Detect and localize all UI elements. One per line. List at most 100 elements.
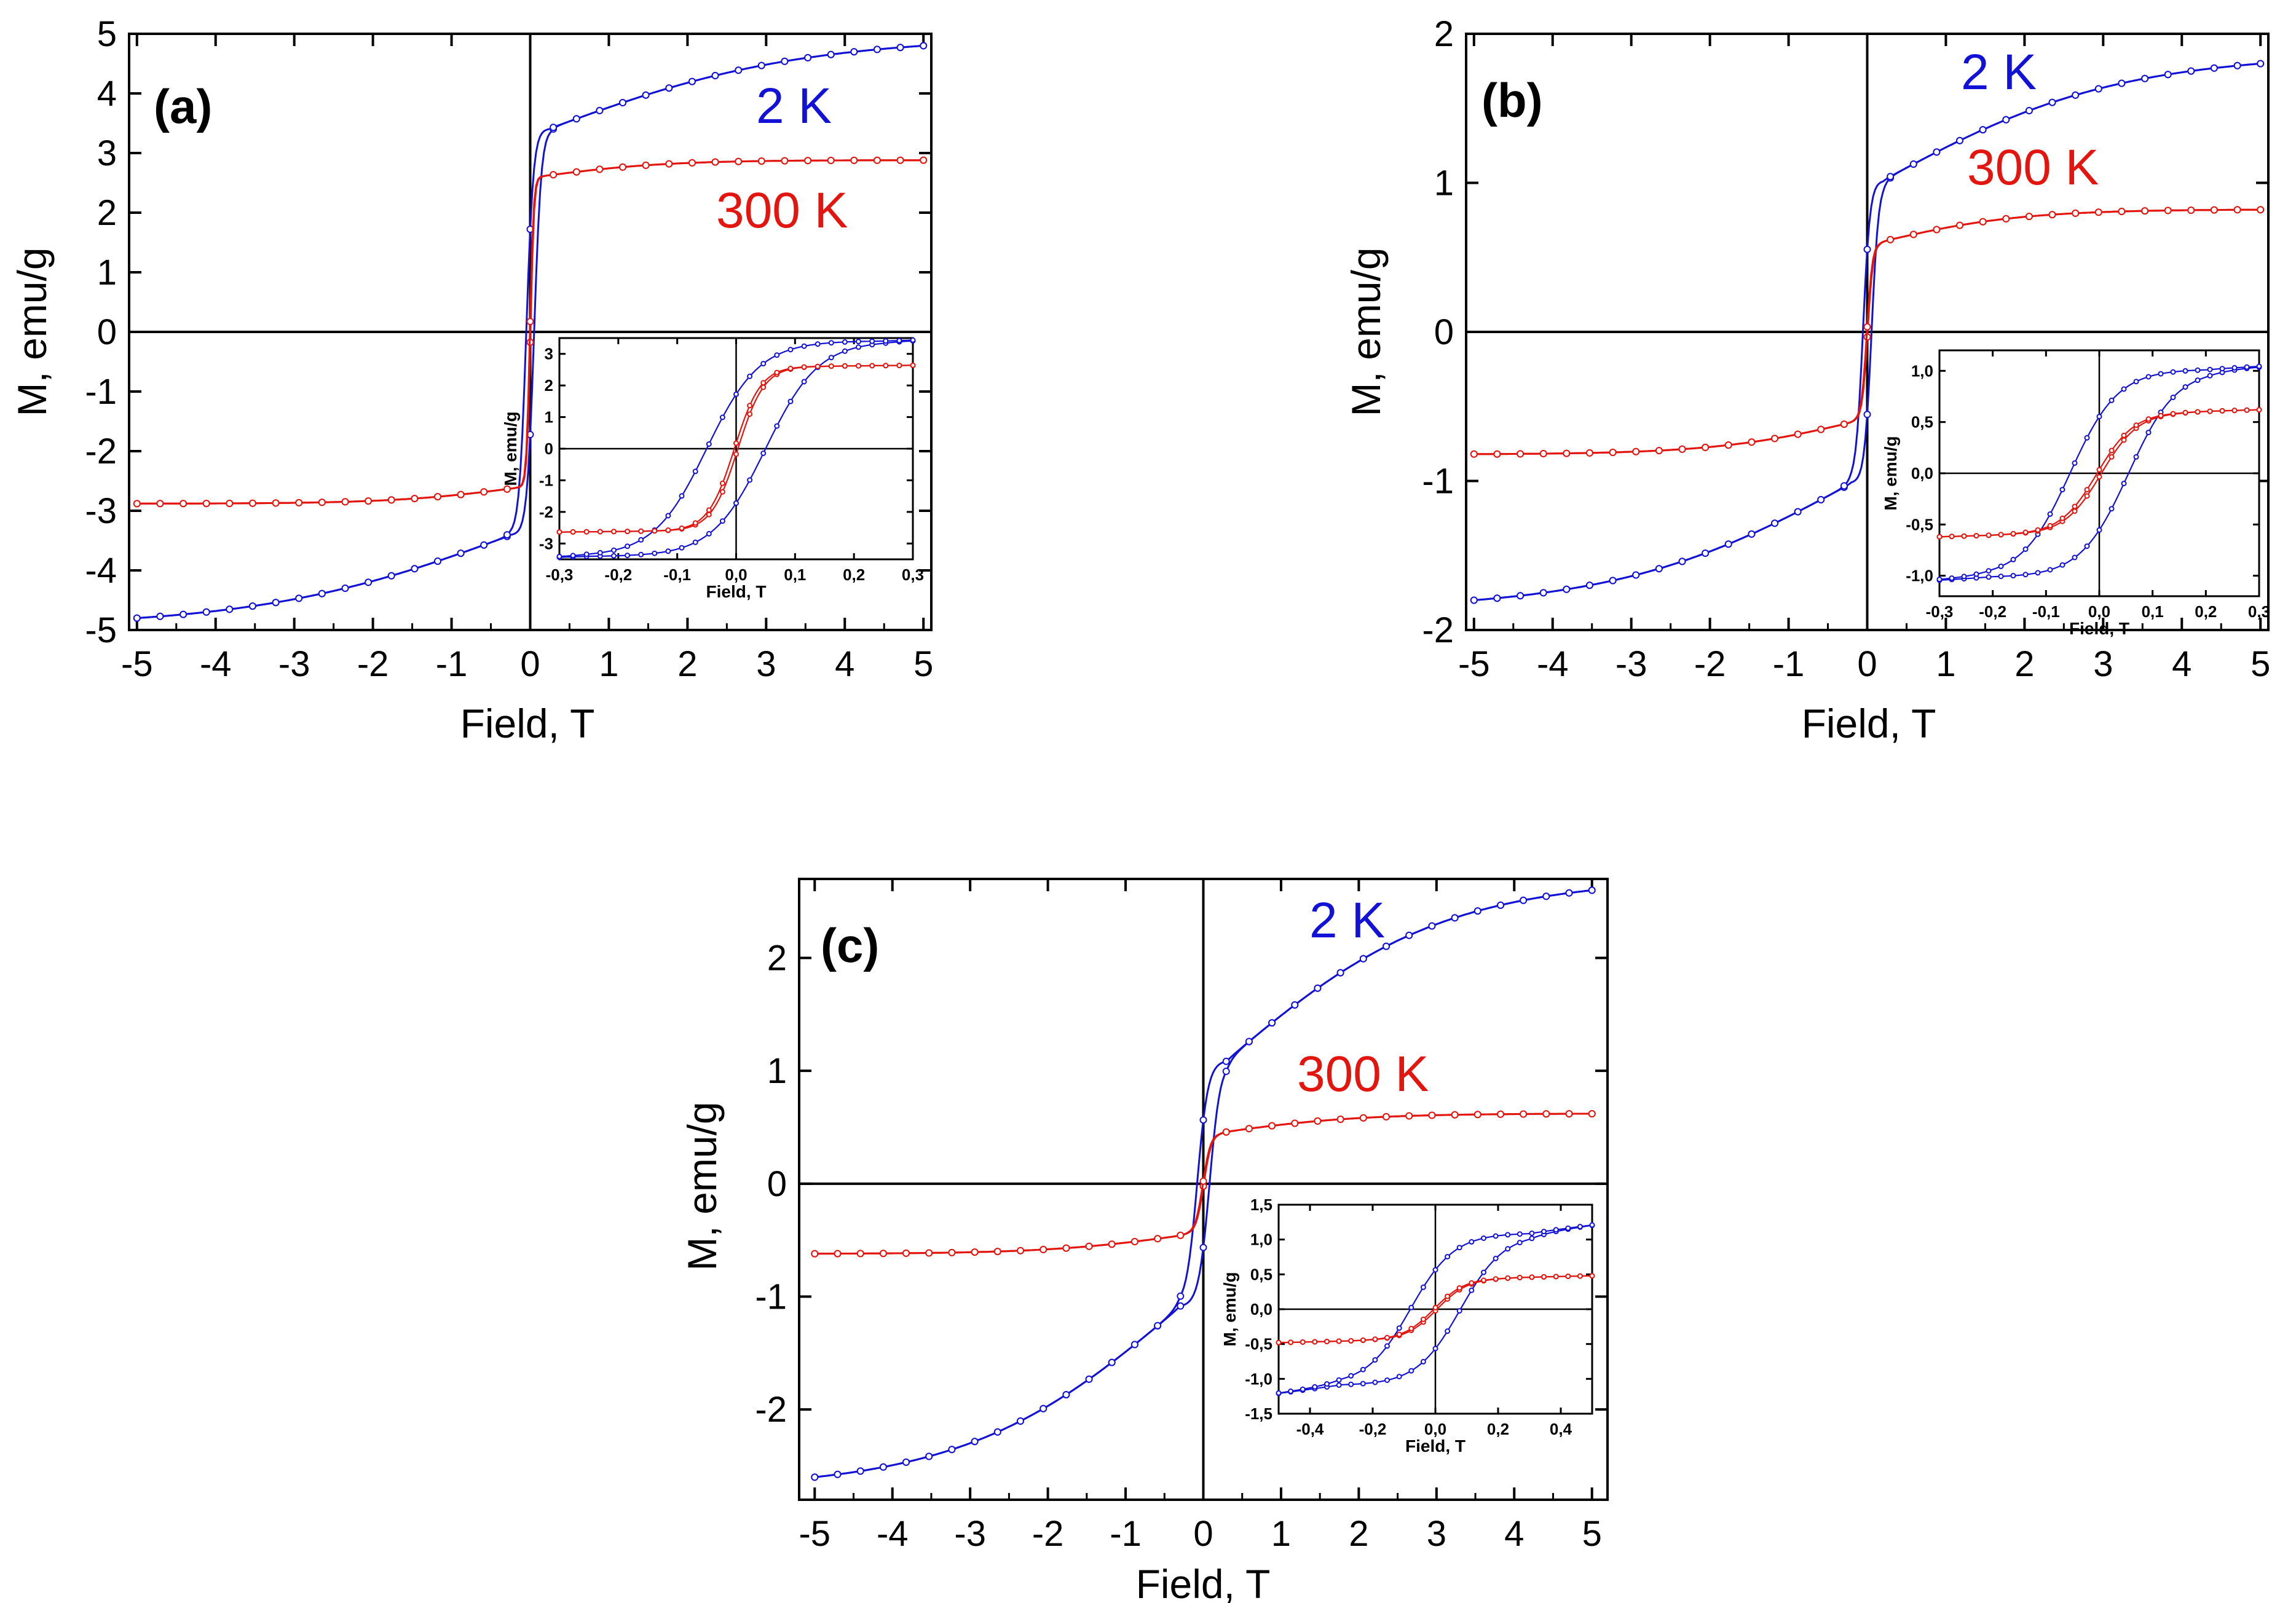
- x-tick-label: -0,2: [1979, 602, 2006, 621]
- data-point: [733, 440, 739, 446]
- data-point: [781, 57, 789, 65]
- x-tick-label: -4: [200, 644, 232, 684]
- data-point: [719, 480, 725, 486]
- data-point: [1539, 589, 1547, 597]
- data-point: [1445, 1254, 1451, 1260]
- data-point: [879, 1250, 887, 1258]
- data-point: [2182, 384, 2188, 390]
- data-point: [526, 318, 534, 326]
- data-point: [2233, 206, 2241, 214]
- y-tick-label: -1: [1422, 462, 1454, 502]
- data-point: [1577, 1273, 1583, 1279]
- data-point: [760, 361, 767, 367]
- data-point: [2141, 74, 2149, 82]
- data-point: [1517, 592, 1525, 600]
- data-point: [1470, 450, 1478, 458]
- data-point: [1040, 1245, 1047, 1253]
- x-tick-label: 0,1: [784, 565, 806, 584]
- inset-1: -0,3 -0,2 -0,1 0,0 0,1 0,2 0,3 -1,0 -0,5 0,0 0,5 1,…: [1881, 349, 2270, 638]
- data-point: [2244, 407, 2250, 413]
- data-point: [1840, 482, 1848, 490]
- data-point: [1396, 1374, 1402, 1380]
- data-point: [879, 1463, 887, 1471]
- data-point: [1300, 1339, 1306, 1345]
- data-point: [2158, 412, 2164, 419]
- data-point: [1632, 571, 1640, 579]
- data-point: [760, 380, 767, 386]
- data-point: [638, 551, 644, 557]
- data-point: [1348, 1373, 1354, 1379]
- data-point: [2195, 377, 2201, 384]
- data-point: [679, 493, 685, 499]
- data-point: [202, 608, 210, 616]
- data-point: [2096, 414, 2102, 420]
- data-point: [2141, 207, 2149, 215]
- data-point: [733, 391, 739, 397]
- data-point: [248, 602, 256, 610]
- data-point: [1432, 1345, 1438, 1352]
- data-point: [815, 363, 821, 369]
- data-point: [1724, 540, 1732, 548]
- data-point: [993, 1428, 1001, 1436]
- y-tick-label: 0,5: [1250, 1265, 1272, 1283]
- data-point: [556, 529, 562, 535]
- data-point: [883, 338, 889, 344]
- data-point: [2096, 467, 2102, 473]
- data-point: [638, 528, 644, 534]
- data-point: [1324, 1339, 1330, 1345]
- data-point: [1655, 447, 1663, 455]
- data-point: [2059, 562, 2065, 568]
- data-point: [2182, 409, 2188, 416]
- series-label-300K: 300 K: [1967, 140, 2099, 195]
- data-point: [1949, 575, 1955, 581]
- x-tick-label: 3: [2093, 644, 2113, 684]
- data-point: [1609, 449, 1617, 456]
- x-tick-label: -1: [436, 644, 468, 684]
- data-point: [2210, 64, 2218, 72]
- data-point: [1933, 226, 1941, 234]
- data-point: [902, 1249, 910, 1257]
- data-point: [679, 545, 685, 551]
- y-tick-label: -2: [85, 431, 117, 471]
- series-label-300K: 300 K: [1297, 1046, 1429, 1102]
- y-axis-title: M, emu/g: [679, 1101, 725, 1270]
- data-point: [1154, 1321, 1162, 1329]
- data-point: [1863, 411, 1871, 419]
- data-point: [1432, 1267, 1438, 1273]
- data-point: [1451, 914, 1459, 922]
- data-point: [611, 553, 617, 559]
- y-tick-label: -1: [539, 471, 553, 489]
- data-point: [2219, 366, 2225, 372]
- data-point: [1130, 1341, 1138, 1349]
- y-tick-label: -3: [85, 491, 117, 531]
- data-point: [156, 612, 164, 620]
- data-point: [801, 343, 807, 349]
- inset-2: -0,4 -0,2 0,0 0,2 0,4 -1,5 -1,0 -0,5 0,0 0,5 1,0 1,…: [1220, 1195, 1595, 1455]
- data-point: [760, 384, 767, 390]
- data-point: [1497, 901, 1504, 909]
- data-point: [1348, 1381, 1354, 1387]
- data-point: [828, 363, 834, 369]
- x-tick-label: -4: [1537, 644, 1569, 684]
- data-point: [202, 500, 210, 508]
- data-point: [1724, 441, 1732, 449]
- x-tick-label: -0,3: [1926, 602, 1954, 621]
- data-point: [2233, 61, 2241, 69]
- data-point: [1062, 1391, 1070, 1399]
- data-point: [828, 355, 834, 361]
- data-point: [1108, 1358, 1116, 1366]
- data-point: [2010, 530, 2016, 537]
- data-point: [1291, 1001, 1299, 1009]
- data-point: [1979, 126, 1987, 134]
- data-point: [1936, 534, 1943, 540]
- data-point: [556, 553, 562, 559]
- y-tick-label: -3: [539, 534, 553, 553]
- data-point: [1383, 942, 1390, 950]
- inset-y-title: M, emu/g: [1881, 436, 1900, 510]
- data-point: [2231, 364, 2238, 371]
- data-point: [572, 168, 580, 176]
- data-point: [1396, 1331, 1402, 1337]
- data-point: [1177, 1302, 1185, 1310]
- data-point: [1360, 1380, 1366, 1387]
- x-tick-label: 0,0: [725, 565, 747, 584]
